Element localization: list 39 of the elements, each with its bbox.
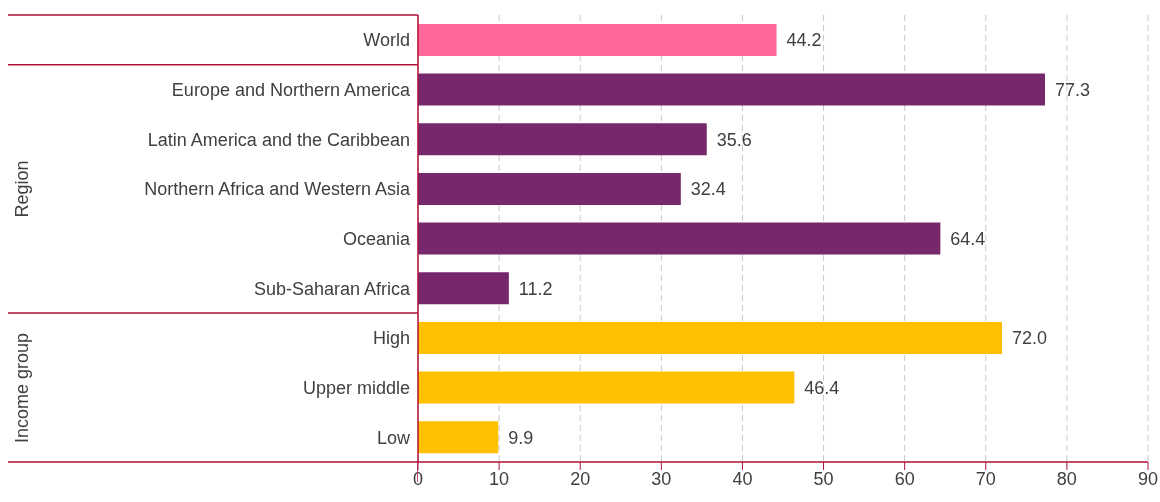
text: Region — [11, 160, 33, 218]
bar — [418, 23, 777, 56]
data-label: 72.0 — [1012, 328, 1048, 349]
bar — [418, 73, 1045, 106]
y-tick-label: Low — [376, 427, 411, 448]
text: Income group — [11, 332, 33, 443]
y-tick-label: Oceania — [342, 228, 411, 249]
data-label: 35.6 — [716, 129, 752, 150]
y-tick-label: Sub-Saharan Africa — [253, 278, 411, 299]
y-tick-label: High — [372, 328, 410, 349]
x-tick-label: 50 — [813, 468, 834, 489]
bar — [418, 222, 941, 255]
data-label: 64.4 — [950, 229, 986, 249]
bar — [418, 371, 795, 404]
x-tick-label: 40 — [732, 468, 753, 489]
x-tick-label: 0 — [412, 468, 424, 489]
x-tick-label: 30 — [651, 468, 672, 489]
bar — [418, 123, 707, 156]
bar — [418, 172, 681, 205]
x-tick-label: 80 — [1056, 468, 1077, 489]
data-label: 46.4 — [804, 378, 840, 398]
data-label: 77.3 — [1054, 80, 1091, 100]
y-tick-label: World — [363, 30, 410, 51]
bar — [418, 272, 509, 305]
data-label: 32.4 — [690, 179, 726, 200]
data-label: 11.2 — [518, 278, 553, 299]
data-label: 44.2 — [786, 30, 822, 51]
x-tick-label: 90 — [1137, 468, 1159, 489]
data-label: 9.9 — [508, 427, 534, 448]
x-tick-label: 20 — [570, 468, 591, 489]
x-tick-label: 60 — [894, 468, 915, 489]
y-tick-label: Upper middle — [302, 377, 410, 398]
y-tick-label: Europe and Northern America — [171, 79, 411, 100]
x-tick-label: 70 — [975, 468, 996, 489]
bar — [418, 421, 499, 454]
y-tick-label: Northern Africa and Western Asia — [144, 179, 411, 200]
y-tick-label: Latin America and the Caribbean — [147, 129, 410, 150]
bar — [418, 321, 1002, 354]
x-tick-label: 10 — [489, 468, 510, 489]
